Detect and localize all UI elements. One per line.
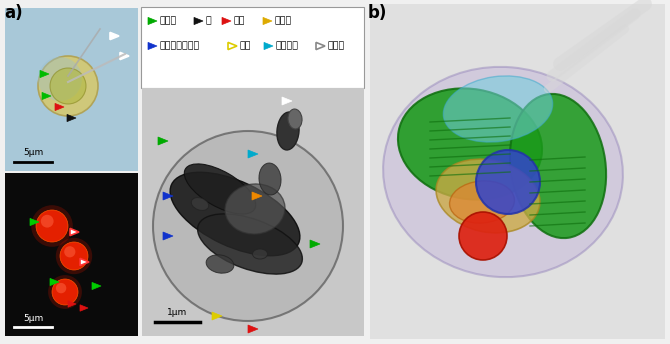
Text: 液胞: 液胞 (240, 42, 251, 51)
Polygon shape (55, 104, 64, 111)
Polygon shape (92, 282, 101, 290)
Text: 脂質: 脂質 (234, 17, 245, 25)
Polygon shape (163, 232, 173, 240)
Polygon shape (228, 42, 237, 50)
Circle shape (56, 283, 66, 293)
Bar (5, 173, 138, 336)
Text: ミトコンドリア: ミトコンドリア (160, 42, 200, 51)
Polygon shape (68, 301, 76, 307)
Circle shape (38, 56, 98, 116)
Ellipse shape (253, 249, 267, 259)
Polygon shape (80, 305, 88, 311)
Polygon shape (80, 258, 89, 266)
Ellipse shape (225, 184, 285, 234)
Ellipse shape (510, 94, 606, 238)
Polygon shape (120, 52, 129, 60)
Polygon shape (282, 97, 292, 105)
Circle shape (31, 205, 73, 247)
Polygon shape (148, 42, 157, 50)
Text: ゴルジ体: ゴルジ体 (276, 42, 299, 51)
Text: 5µm: 5µm (23, 148, 43, 157)
Polygon shape (70, 228, 79, 236)
Text: 小胞体: 小胞体 (275, 17, 292, 25)
Ellipse shape (277, 112, 299, 150)
Polygon shape (42, 93, 51, 100)
Circle shape (476, 150, 540, 214)
Ellipse shape (450, 181, 515, 223)
Circle shape (38, 57, 82, 101)
Circle shape (48, 275, 82, 309)
Circle shape (153, 131, 343, 321)
Ellipse shape (259, 163, 281, 195)
Polygon shape (248, 325, 258, 333)
Ellipse shape (398, 88, 542, 200)
Circle shape (36, 210, 68, 242)
Ellipse shape (206, 255, 234, 273)
Polygon shape (212, 312, 222, 320)
Ellipse shape (184, 164, 256, 214)
Polygon shape (30, 218, 39, 226)
Bar (370, 4, 665, 339)
Polygon shape (310, 240, 320, 248)
Polygon shape (110, 32, 119, 40)
Ellipse shape (444, 76, 553, 142)
Text: 葉緑体: 葉緑体 (160, 17, 178, 25)
Text: a): a) (4, 4, 23, 22)
Polygon shape (248, 150, 258, 158)
Polygon shape (222, 18, 231, 25)
Polygon shape (252, 192, 262, 200)
Bar (5, 8, 138, 171)
Ellipse shape (383, 67, 623, 277)
Text: 5µm: 5µm (23, 314, 43, 323)
Polygon shape (264, 42, 273, 50)
FancyBboxPatch shape (141, 7, 364, 87)
Ellipse shape (198, 214, 302, 274)
Polygon shape (67, 115, 76, 121)
Ellipse shape (192, 197, 208, 211)
Ellipse shape (436, 159, 540, 233)
Polygon shape (263, 18, 272, 25)
Text: べん毛: べん毛 (328, 42, 345, 51)
Polygon shape (158, 137, 168, 145)
Text: b): b) (368, 4, 387, 22)
Polygon shape (194, 18, 203, 25)
Circle shape (64, 246, 76, 257)
Circle shape (60, 242, 88, 270)
Text: 核: 核 (206, 17, 212, 25)
Circle shape (56, 238, 92, 274)
Ellipse shape (288, 109, 302, 129)
Polygon shape (50, 278, 59, 286)
Ellipse shape (170, 172, 300, 256)
Circle shape (52, 279, 78, 305)
Polygon shape (148, 18, 157, 25)
Text: 1µm: 1µm (167, 308, 187, 317)
Circle shape (50, 68, 86, 104)
Polygon shape (40, 71, 49, 78)
Polygon shape (316, 42, 325, 50)
Circle shape (459, 212, 507, 260)
Circle shape (41, 215, 54, 228)
Bar (142, 88, 364, 336)
Polygon shape (163, 192, 173, 200)
